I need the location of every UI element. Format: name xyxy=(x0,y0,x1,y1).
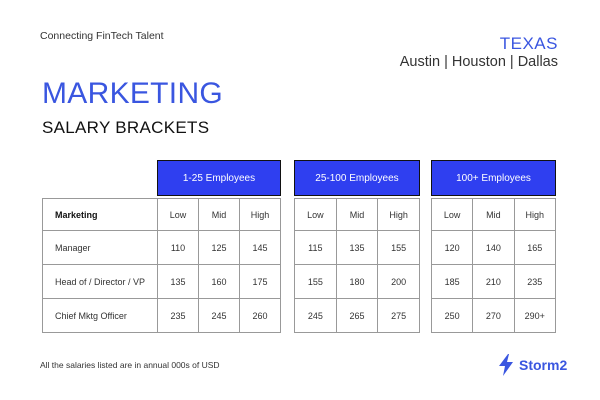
table-row: Manager 110 125 145 xyxy=(42,230,281,265)
table-header-row: Low Mid High xyxy=(294,198,420,231)
table-row: 155 180 200 xyxy=(294,264,420,299)
salary-cell: 180 xyxy=(335,264,379,299)
level-high: High xyxy=(239,198,281,231)
salary-cell: 135 xyxy=(157,264,199,299)
salary-cell: 290+ xyxy=(513,298,557,333)
table-header-row: Low Mid High xyxy=(430,198,557,231)
logo-text: Storm2 xyxy=(519,357,568,373)
salary-cell: 160 xyxy=(198,264,240,299)
salary-cell: 110 xyxy=(157,230,199,265)
salary-cell: 235 xyxy=(513,264,557,299)
role-label: Chief Mktg Officer xyxy=(42,298,158,333)
salary-cell: 155 xyxy=(294,264,337,299)
table-header-row: Marketing Low Mid High xyxy=(42,198,281,231)
table-row: 250 270 290+ xyxy=(430,298,557,333)
lightning-bolt-icon xyxy=(499,354,513,376)
table-row: Chief Mktg Officer 235 245 260 xyxy=(42,298,281,333)
salary-cell: 245 xyxy=(294,298,337,333)
region-label: TEXAS xyxy=(499,34,558,53)
level-low: Low xyxy=(157,198,199,231)
group-header-small: 1-25 Employees xyxy=(157,160,281,196)
salary-cell: 250 xyxy=(430,298,474,333)
salary-cell: 185 xyxy=(430,264,474,299)
storm2-logo: Storm2 xyxy=(498,354,567,376)
salary-cell: 115 xyxy=(294,230,337,265)
role-label: Manager xyxy=(42,230,158,265)
salary-cell: 145 xyxy=(239,230,281,265)
table-row: 245 265 275 xyxy=(294,298,420,333)
tagline: Connecting FinTech Talent xyxy=(40,30,164,42)
salary-cell: 125 xyxy=(198,230,240,265)
salary-cell: 235 xyxy=(157,298,199,333)
table-label-header: Marketing xyxy=(42,198,158,231)
salary-cell: 155 xyxy=(377,230,420,265)
table-row: Head of / Director / VP 135 160 175 xyxy=(42,264,281,299)
salary-cell: 245 xyxy=(198,298,240,333)
level-mid: Mid xyxy=(335,198,379,231)
footnote: All the salaries listed are in annual 00… xyxy=(40,360,220,370)
salary-cell: 210 xyxy=(472,264,515,299)
salary-cell: 200 xyxy=(377,264,420,299)
table-row: 120 140 165 xyxy=(430,230,557,265)
salary-table-large: Low Mid High 120 140 165 185 210 235 250… xyxy=(430,198,557,333)
level-low: Low xyxy=(294,198,337,231)
level-mid: Mid xyxy=(472,198,515,231)
level-mid: Mid xyxy=(198,198,240,231)
level-high: High xyxy=(377,198,420,231)
page-subtitle: SALARY BRACKETS xyxy=(42,118,210,137)
table-row: 185 210 235 xyxy=(430,264,557,299)
group-header-medium: 25-100 Employees xyxy=(294,160,420,196)
page-title: MARKETING xyxy=(42,77,224,110)
salary-cell: 175 xyxy=(239,264,281,299)
role-label: Head of / Director / VP xyxy=(42,264,158,299)
cities-label: Austin | Houston | Dallas xyxy=(399,54,558,70)
group-header-large: 100+ Employees xyxy=(431,160,556,196)
salary-cell: 140 xyxy=(472,230,515,265)
salary-cell: 135 xyxy=(335,230,379,265)
salary-cell: 260 xyxy=(239,298,281,333)
salary-cell: 270 xyxy=(472,298,515,333)
table-row: 115 135 155 xyxy=(294,230,420,265)
level-low: Low xyxy=(430,198,474,231)
salary-cell: 120 xyxy=(430,230,474,265)
salary-table-small: Marketing Low Mid High Manager 110 125 1… xyxy=(42,198,281,333)
level-high: High xyxy=(513,198,557,231)
salary-cell: 165 xyxy=(513,230,557,265)
salary-cell: 275 xyxy=(377,298,420,333)
salary-cell: 265 xyxy=(335,298,379,333)
salary-table-medium: Low Mid High 115 135 155 155 180 200 245… xyxy=(294,198,420,333)
